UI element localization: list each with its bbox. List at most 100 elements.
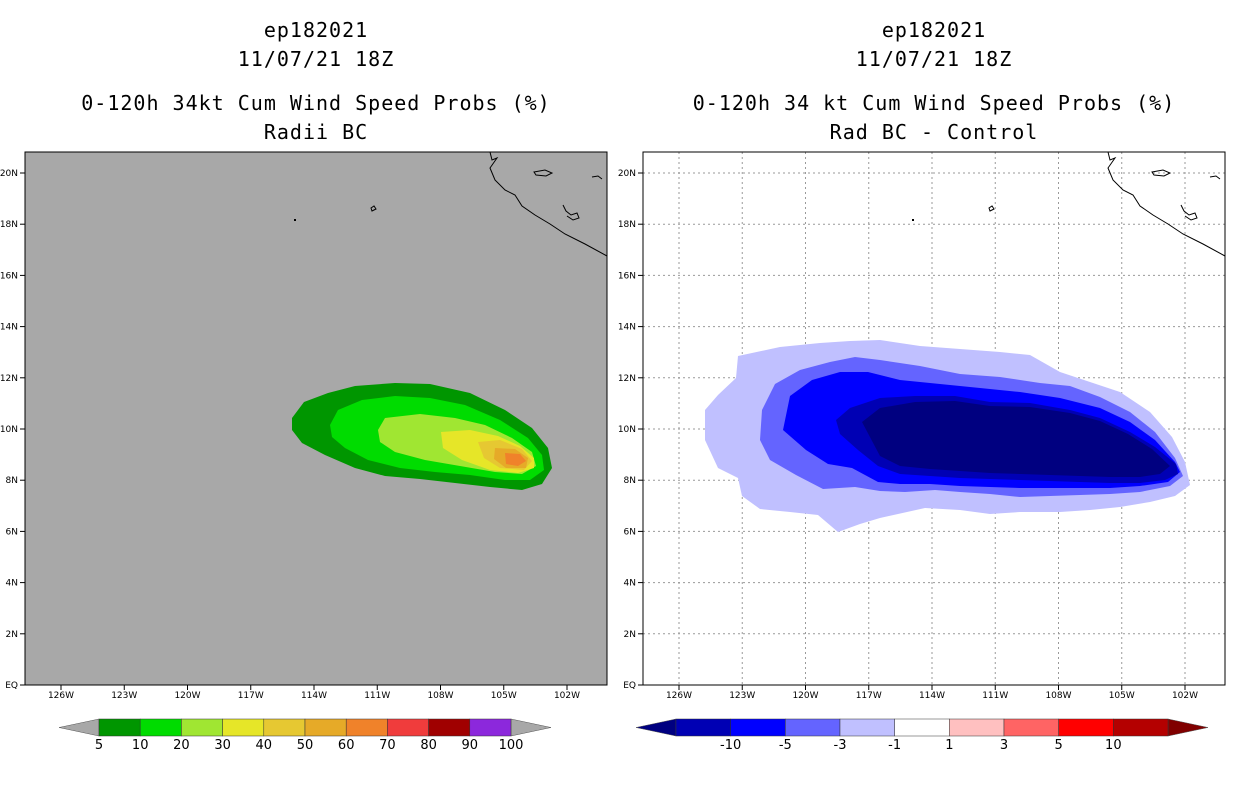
left-map-panel: 126W 123W 120W 117W 114W 111W 108W 105W 102W EQ 2N…	[0, 151, 608, 701]
lon-tick-label: 126W	[666, 691, 692, 701]
colorbar-label: 40	[256, 738, 273, 753]
lat-tick-label: 6N	[6, 527, 18, 537]
right-bay-feature	[1180, 204, 1198, 221]
lon-tick-label: 120W	[174, 691, 200, 701]
lon-tick-label: 108W	[1045, 691, 1071, 701]
colorbar-low-end-triangle	[635, 718, 677, 737]
left-coast-bit	[591, 175, 603, 180]
lon-tick-label: 117W	[856, 691, 882, 701]
left-coastline	[489, 152, 607, 257]
left-bay-feature	[562, 204, 580, 221]
left-probability-contours	[292, 152, 607, 490]
colorbar-swatch	[785, 718, 841, 737]
colorbar-label: -1	[888, 738, 901, 753]
colorbar-swatch	[1058, 718, 1114, 737]
left-colorbar: 5 10 20 30 40 50 60 70 80 90 100	[58, 718, 552, 753]
lat-tick-label: EQ	[623, 681, 636, 691]
colorbar-swatch	[839, 718, 895, 737]
lat-tick-label: 2N	[624, 630, 636, 640]
colorbar-label: -10	[720, 738, 741, 753]
colorbar-label: 90	[462, 738, 479, 753]
left-map-frame	[24, 151, 608, 686]
colorbar-label: 30	[214, 738, 231, 753]
colorbar-label: 1	[945, 738, 953, 753]
diff-contour-low-end	[862, 401, 1170, 477]
colorbar-swatch	[345, 718, 388, 737]
colorbar-swatch	[1113, 718, 1169, 737]
right-map-panel: 126W 123W 120W 117W 114W 111W 108W 105W 102W EQ 2N…	[618, 151, 1226, 701]
right-coastline	[1107, 152, 1225, 257]
left-lake-chapala	[533, 169, 554, 177]
lat-tick-label: 18N	[0, 220, 18, 230]
lon-tick-label: 126W	[48, 691, 74, 701]
right-title-block: ep182021 11/07/21 18Z 0-120h 34 kt Cum W…	[643, 16, 1225, 147]
left-axes: 126W 123W 120W 117W 114W 111W 108W 105W 102W EQ 2N…	[0, 169, 580, 701]
colorbar-high-end-triangle	[510, 718, 552, 737]
contour-60pct	[505, 453, 526, 466]
right-map-frame	[642, 151, 1226, 686]
lat-tick-label: 8N	[624, 476, 636, 486]
colorbar-label: 10	[1105, 738, 1122, 753]
lat-tick-label: EQ	[5, 681, 18, 691]
left-datetime: 11/07/21 18Z	[237, 47, 395, 71]
colorbar-swatch	[894, 718, 950, 737]
lat-tick-label: 2N	[6, 630, 18, 640]
colorbar-swatch	[139, 718, 182, 737]
left-title-block: ep182021 11/07/21 18Z 0-120h 34kt Cum Wi…	[25, 16, 607, 147]
colorbar-high-end-triangle	[1167, 718, 1209, 737]
lat-tick-label: 12N	[0, 374, 18, 384]
lat-tick-label: 6N	[624, 527, 636, 537]
colorbar-swatch	[387, 718, 429, 737]
lat-tick-label: 14N	[618, 323, 636, 333]
right-axes: 126W 123W 120W 117W 114W 111W 108W 105W 102W EQ 2N…	[618, 169, 1198, 701]
lon-tick-label: 111W	[982, 691, 1008, 701]
left-product-title: 0-120h 34kt Cum Wind Speed Probs (%)	[81, 91, 551, 115]
lat-tick-label: 14N	[0, 323, 18, 333]
lon-tick-label: 111W	[364, 691, 390, 701]
colorbar-swatch	[98, 718, 141, 737]
lon-tick-label: 114W	[919, 691, 945, 701]
colorbar-swatch	[304, 718, 347, 737]
lon-tick-label: 102W	[554, 691, 580, 701]
lat-tick-label: 4N	[6, 579, 18, 589]
lat-tick-label: 10N	[618, 425, 636, 435]
right-difference-contours	[705, 152, 1225, 532]
colorbar-label: 60	[338, 738, 355, 753]
colorbar-swatch	[428, 718, 471, 737]
lat-tick-label: 20N	[618, 169, 636, 179]
lat-tick-label: 16N	[618, 271, 636, 281]
lon-tick-label: 123W	[729, 691, 755, 701]
right-island-small	[912, 219, 914, 221]
lon-tick-label: 105W	[1109, 691, 1135, 701]
colorbar-swatch	[469, 718, 512, 737]
left-subtitle: Radii BC	[263, 120, 369, 144]
colorbar-swatch	[181, 718, 223, 737]
colorbar-label: 5	[1055, 738, 1063, 753]
lon-tick-label: 117W	[238, 691, 264, 701]
lat-tick-label: 16N	[0, 271, 18, 281]
lat-tick-label: 8N	[6, 476, 18, 486]
colorbar-swatch	[949, 718, 1005, 737]
left-island-small	[294, 219, 296, 221]
right-subtitle: Rad BC - Control	[829, 120, 1039, 144]
lon-tick-label: 123W	[111, 691, 137, 701]
lat-tick-label: 18N	[618, 220, 636, 230]
lon-tick-label: 102W	[1172, 691, 1198, 701]
colorbar-label: 10	[132, 738, 149, 753]
right-product-title: 0-120h 34 kt Cum Wind Speed Probs (%)	[692, 91, 1176, 115]
colorbar-swatch	[1003, 718, 1059, 737]
colorbar-swatch	[263, 718, 306, 737]
left-island-revillagigedo	[370, 205, 377, 212]
colorbar-label: -5	[779, 738, 792, 753]
colorbar-label: 20	[173, 738, 190, 753]
right-island-revillagigedo	[988, 205, 995, 212]
colorbar-swatch	[730, 718, 786, 737]
lon-tick-label: 114W	[301, 691, 327, 701]
colorbar-label: -3	[834, 738, 847, 753]
lat-tick-label: 4N	[624, 579, 636, 589]
colorbar-label: 3	[1000, 738, 1008, 753]
colorbar-label: 5	[95, 738, 103, 753]
lat-tick-label: 12N	[618, 374, 636, 384]
colorbar-label: 50	[297, 738, 314, 753]
